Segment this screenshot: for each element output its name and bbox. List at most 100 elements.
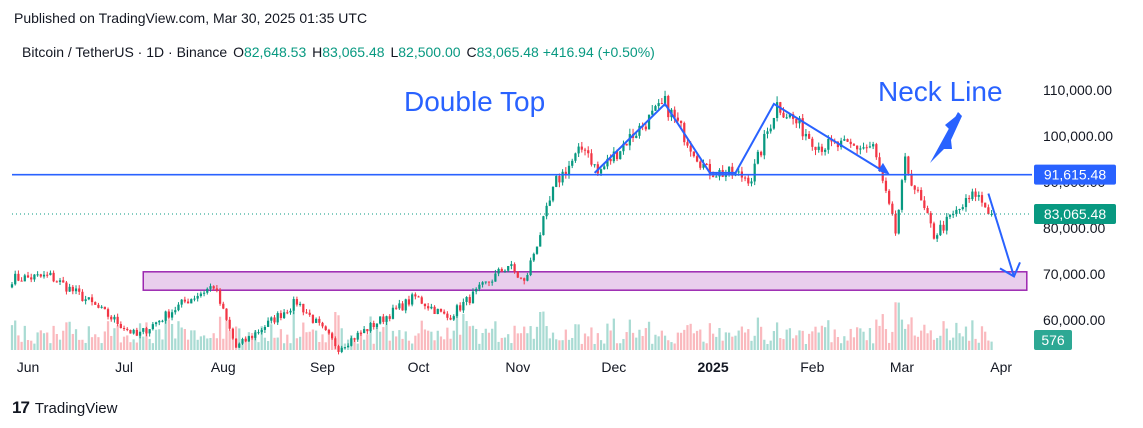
- volume-bar: [158, 329, 161, 350]
- volume-bar: [186, 339, 190, 350]
- volume-bar: [609, 330, 612, 350]
- candle-body: [26, 275, 30, 278]
- candle-body: [10, 284, 14, 288]
- volume-bar: [900, 319, 904, 350]
- candle-body: [782, 112, 785, 118]
- volume-bar: [10, 325, 14, 350]
- candle-body: [622, 143, 625, 152]
- candle-body: [331, 333, 334, 339]
- volume-bar: [840, 343, 843, 350]
- volume-bar: [545, 326, 548, 350]
- volume-bar: [417, 333, 420, 350]
- price-chart[interactable]: Double Top Neck Line 110,000.00 100,000.00 8…: [0, 36, 1143, 388]
- volume-bar: [535, 326, 539, 350]
- double-top-line: [593, 102, 887, 174]
- candle-body: [731, 166, 734, 176]
- candle-body: [289, 310, 292, 313]
- volume-bar: [923, 324, 926, 350]
- candle-body: [206, 288, 209, 293]
- candle-body: [212, 286, 215, 289]
- projection-arrowhead-icon: [999, 262, 1021, 278]
- candle-body: [692, 151, 695, 157]
- candle-body: [126, 328, 129, 330]
- candle-body: [667, 95, 670, 118]
- volume-bar: [679, 332, 683, 350]
- candle-body: [615, 151, 619, 160]
- candle-body: [580, 146, 583, 150]
- volume-bar: [135, 342, 138, 350]
- candle-body: [711, 175, 715, 178]
- candle-body: [974, 191, 977, 197]
- candle-body: [769, 128, 772, 132]
- volume-bar: [446, 327, 449, 350]
- volume-bar: [244, 337, 247, 350]
- volume-bar: [250, 333, 254, 350]
- symbol-info[interactable]: Bitcoin / TetherUS · 1D · Binance: [22, 44, 228, 60]
- volume-bar: [859, 328, 862, 350]
- x-tick-label: Apr: [990, 359, 1012, 375]
- x-tick-label: Jul: [115, 359, 133, 375]
- volume-bar: [782, 339, 785, 350]
- tradingview-brand: TradingView: [34, 399, 118, 417]
- candle-body: [583, 149, 587, 151]
- candle-body: [427, 306, 430, 309]
- candle-body: [279, 313, 283, 318]
- volume-bar: [103, 331, 106, 350]
- volume-bar: [548, 338, 551, 350]
- candle-body: [843, 139, 846, 141]
- candle-body: [635, 135, 638, 138]
- volume-bar: [596, 333, 599, 350]
- candle-body: [750, 181, 753, 184]
- volume-bar: [382, 327, 385, 350]
- volume-bar: [119, 342, 122, 350]
- candle-body: [475, 288, 478, 292]
- candle-body: [516, 271, 519, 278]
- candle-body: [462, 301, 465, 311]
- candle-body: [939, 224, 942, 236]
- volume-bar: [497, 341, 500, 350]
- volume-bar: [932, 339, 936, 350]
- volume-bar: [366, 334, 369, 350]
- volume-tag-bg: [1034, 330, 1072, 350]
- volume-tag: 576: [1041, 332, 1065, 348]
- volume-bar: [968, 340, 971, 350]
- candle-body: [465, 297, 468, 302]
- volume-bar: [212, 333, 215, 350]
- candle-body: [209, 286, 212, 289]
- volume-bar: [587, 336, 590, 350]
- volume-bar: [558, 340, 561, 350]
- candle-body: [756, 151, 760, 164]
- candle-body: [94, 302, 97, 305]
- candle-body: [555, 176, 558, 187]
- x-tick-label: Aug: [211, 359, 236, 375]
- volume-bar: [635, 337, 638, 350]
- candle-body: [916, 189, 920, 191]
- candle-body: [30, 277, 33, 280]
- volume-bar: [215, 338, 219, 350]
- volume-bar: [631, 332, 635, 350]
- volume-bar: [324, 342, 327, 350]
- candle-body: [180, 299, 183, 305]
- volume-bar: [727, 332, 731, 350]
- volume-bar: [94, 334, 97, 350]
- candle-body: [363, 329, 366, 334]
- candle-body: [62, 280, 65, 283]
- volume-bar: [836, 337, 840, 350]
- candle-body: [849, 141, 852, 145]
- volume-bar: [308, 331, 311, 350]
- candle-body: [116, 316, 119, 325]
- candle-body: [958, 209, 961, 211]
- volume-bar: [23, 325, 26, 350]
- volume-bar: [39, 330, 42, 350]
- candle-body: [196, 295, 199, 299]
- volume-bar: [852, 337, 856, 350]
- volume-bar: [683, 329, 686, 350]
- candle-body: [904, 156, 907, 181]
- candle-body: [663, 95, 667, 104]
- candle-body: [215, 288, 219, 291]
- candle-body: [900, 180, 904, 210]
- candle-body: [523, 278, 526, 281]
- volume-bar: [939, 335, 942, 350]
- candle-body: [183, 299, 186, 302]
- volume-bar: [881, 314, 884, 350]
